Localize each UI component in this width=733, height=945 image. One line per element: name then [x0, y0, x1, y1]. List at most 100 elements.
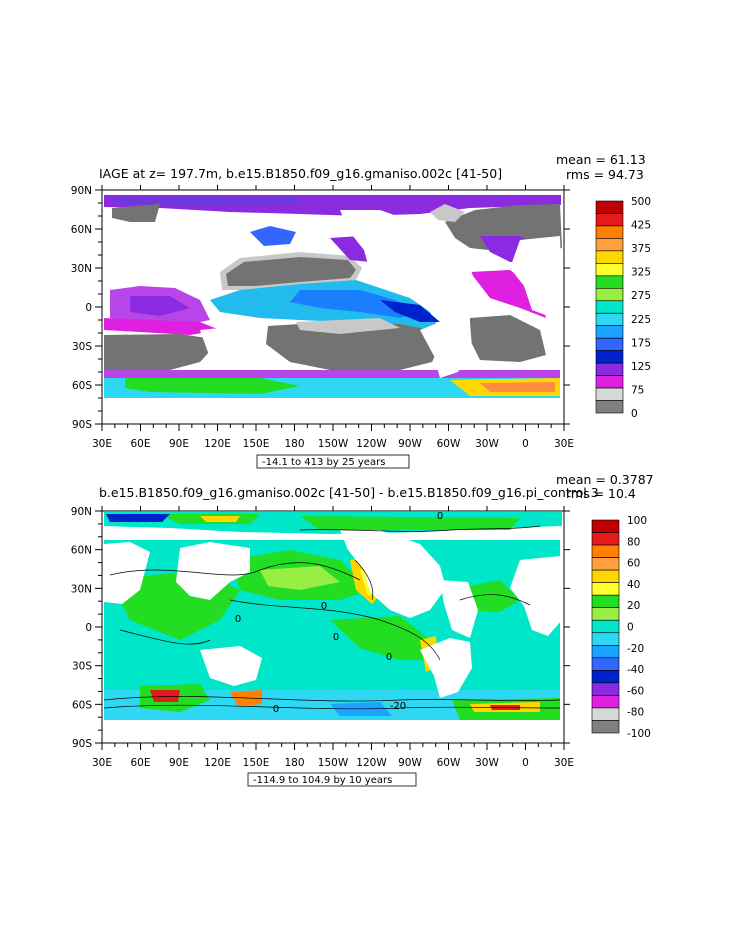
- bottom-colorbar-label: -20: [627, 643, 644, 655]
- contour-line: [109, 562, 361, 581]
- top-australia-land: [200, 326, 262, 366]
- top-0-xtick-label: 60W: [437, 438, 461, 450]
- top-0-ytick-label: 60S: [72, 380, 92, 392]
- bottom-1-ytick-label: 60N: [71, 545, 92, 557]
- top-0-xtick-label: 90W: [398, 438, 422, 450]
- top-0-xtick-label: 90E: [169, 438, 189, 450]
- bottom-1-xtick-label: 30W: [475, 757, 499, 769]
- top-colorbar-label: 275: [631, 290, 651, 302]
- bottom-barents-dark: [106, 514, 170, 522]
- top-rms: rms = 94.73: [566, 167, 644, 182]
- bottom-colorbar-swatch: [591, 544, 620, 558]
- top-map: [102, 190, 564, 424]
- bottom-australia-land: [200, 646, 262, 686]
- bottom-mean: mean = 0.3787: [556, 472, 654, 487]
- top-colorbar-swatch: [595, 387, 624, 401]
- bottom-1-xtick-label: 150W: [318, 757, 349, 769]
- top-colorbar-swatch: [595, 250, 624, 264]
- top-colorbar-swatch: [595, 337, 624, 351]
- bottom-colorbar-swatch: [591, 695, 620, 709]
- bottom-arctic-band: [300, 516, 520, 530]
- bottom-contour-label: 0: [437, 511, 443, 522]
- bottom-south-america-land: [420, 638, 472, 698]
- bottom-1-xtick-label: 150E: [243, 757, 270, 769]
- top-colorbar-label: 225: [631, 314, 651, 326]
- top-0-xtick-label: 120W: [356, 438, 387, 450]
- top-southern-ocean-mid: [125, 378, 300, 394]
- bottom-colorbar-swatch: [591, 594, 620, 609]
- bottom-colorbar-swatch: [591, 619, 620, 634]
- top-colorbar-label: 425: [631, 220, 651, 232]
- bottom-africa-land: [510, 556, 562, 636]
- bottom-1-ytick-label: 90S: [72, 738, 92, 750]
- bottom-central-america-land: [440, 580, 478, 638]
- bottom-1-ytick-label: 0: [85, 622, 92, 634]
- top-colorbar-swatch: [595, 400, 624, 414]
- top-east-pacific-core: [380, 300, 440, 322]
- bottom-colorbar-label: 0: [627, 622, 634, 634]
- top-south-pacific-mask: [266, 322, 440, 372]
- bottom-rms: rms = 10.4: [566, 486, 636, 501]
- top-central-america-land: [440, 260, 478, 318]
- top-title: IAGE at z= 197.7m, b.e15.B1850.f09_g16.g…: [99, 166, 502, 181]
- top-0-xtick-label: 30E: [92, 438, 112, 450]
- top-southern-ocean-north: [104, 370, 560, 378]
- top-colorbar-swatch: [595, 263, 624, 277]
- bottom-axes: 30E 60E 90E 120E 150E 180 150W 120W 90W 60W 30W 0 30…: [71, 506, 574, 769]
- top-atlantic-tropics: [470, 270, 546, 318]
- top-colorbar: 500 425 375 325 275 225 175 125 75 0: [595, 196, 651, 420]
- contour-line: [299, 525, 541, 532]
- bottom-colorbar-swatch: [591, 582, 620, 596]
- bottom-map: 0 0 0 0 -20 0 0: [102, 511, 564, 743]
- top-colorbar-label: 125: [631, 361, 651, 373]
- top-indian-south: [104, 318, 220, 335]
- bottom-colorbar-label: -60: [627, 685, 644, 697]
- bottom-1-ytick-label: 60S: [72, 699, 92, 711]
- top-colorbar-swatch: [595, 200, 624, 214]
- bottom-colorbar-label: -80: [627, 707, 644, 719]
- top-0-xtick-label: 120E: [204, 438, 231, 450]
- bottom-contours: [103, 525, 561, 710]
- top-colorbar-label: 0: [631, 408, 638, 420]
- bottom-antarctica-land: [104, 720, 560, 743]
- bottom-1-xtick-label: 30E: [92, 757, 112, 769]
- bottom-contour-label: 0: [273, 704, 279, 715]
- bottom-1-xtick-label: 60W: [437, 757, 461, 769]
- top-mean: mean = 61.13: [556, 152, 646, 167]
- bottom-colorbar-swatch: [591, 532, 620, 546]
- top-barents-mask: [112, 204, 160, 222]
- top-panel: IAGE at z= 197.7m, b.e15.B1850.f09_g16.g…: [71, 152, 651, 469]
- contour-line: [354, 559, 374, 601]
- top-0-xtick-label: 0: [522, 438, 529, 450]
- bottom-colorbar: 100 80 60 40 20 0 -20 -40 -60 -80 -100: [591, 515, 651, 740]
- top-colorbar-label: 325: [631, 267, 651, 279]
- bottom-arctic-yellow: [200, 516, 240, 522]
- bottom-north-america-land: [340, 530, 446, 618]
- top-0-xtick-label: 150E: [243, 438, 270, 450]
- top-colorbar-swatch: [595, 312, 624, 327]
- bottom-kerguelen-red: [150, 690, 180, 702]
- bottom-1-xtick-label: 30E: [554, 757, 574, 769]
- top-colorbar-swatch: [595, 300, 624, 314]
- bottom-range-note: -114.9 to 104.9 by 10 years: [253, 775, 392, 786]
- bottom-east-pacific-green: [330, 616, 430, 660]
- bottom-colorbar-label: 80: [627, 536, 640, 548]
- top-axes: 30E 60E 90E 120E 150E 180 150W 120W 90W 60W 30W 0 30…: [71, 185, 574, 450]
- bottom-colorbar-label: 100: [627, 515, 647, 527]
- bottom-colorbar-swatch: [591, 670, 620, 684]
- top-0-ytick-label: 30S: [72, 341, 92, 353]
- contour-line: [119, 629, 211, 645]
- bottom-colorbar-swatch: [591, 707, 620, 721]
- bottom-1-xtick-label: 90W: [398, 757, 422, 769]
- bottom-contour-label: 0: [386, 652, 392, 663]
- bottom-colorbar-label: -100: [627, 728, 651, 740]
- bottom-1-ytick-label: 30N: [71, 583, 92, 595]
- top-0-xtick-label: 150W: [318, 438, 349, 450]
- top-0-ytick-label: 30N: [71, 263, 92, 275]
- bottom-range-box: [247, 772, 417, 787]
- bottom-colorbar-swatch: [591, 519, 620, 533]
- bottom-1-xtick-label: 120W: [356, 757, 387, 769]
- top-indian-core: [130, 296, 190, 316]
- bottom-1-xtick-label: 60E: [131, 757, 151, 769]
